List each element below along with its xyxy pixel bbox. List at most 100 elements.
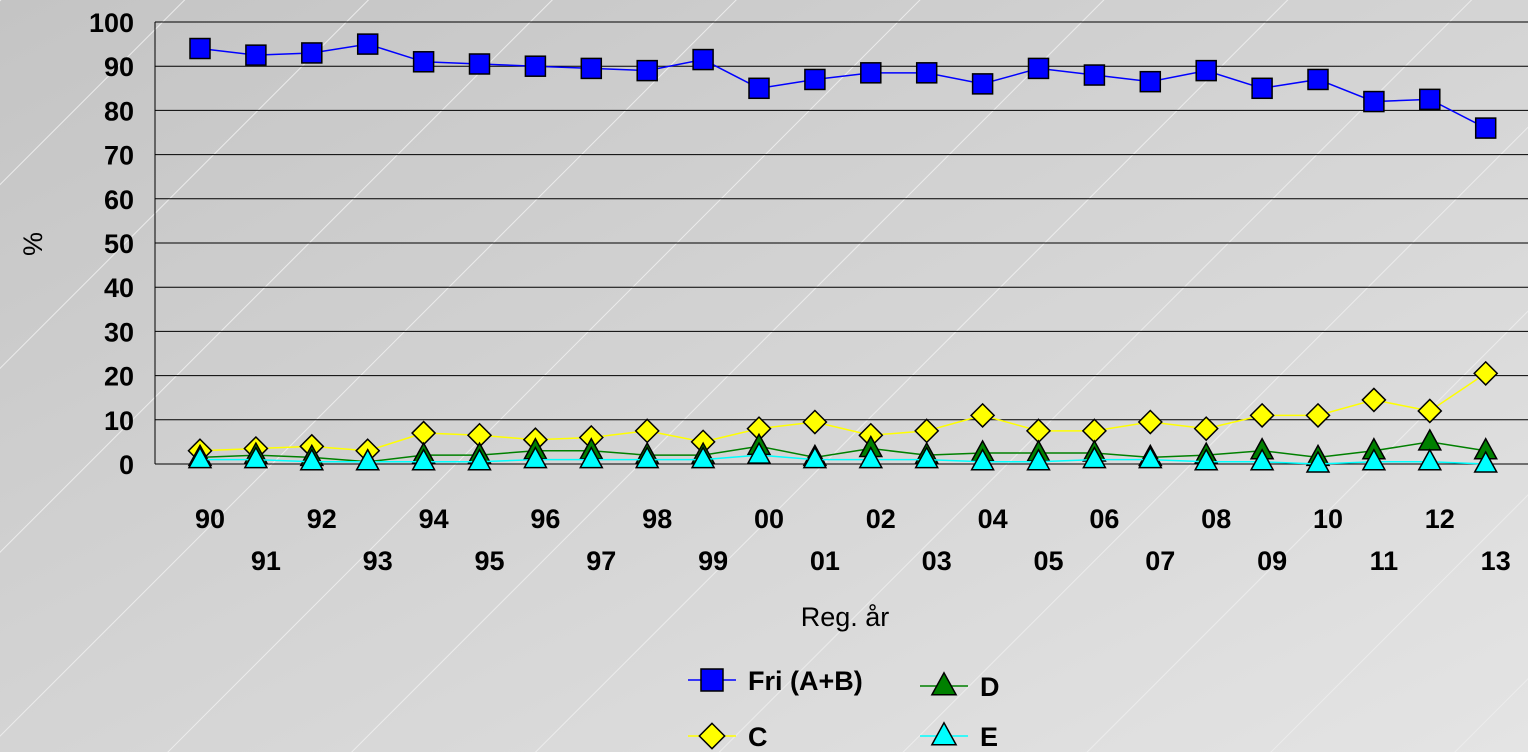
data-point [804,68,826,91]
data-point [634,446,660,469]
data-point [858,446,884,469]
legend-item: D [920,671,1000,702]
data-point [412,51,435,73]
data-point [301,42,323,64]
data-point [1137,409,1163,435]
x-tick-label: 94 [419,504,449,534]
series-group [187,33,1499,473]
data-point [1307,68,1329,91]
x-tick-label: 93 [363,546,393,576]
y-tick-label: 0 [119,450,134,480]
x-axis-title: Reg. år [801,602,890,632]
data-point [692,48,714,71]
x-tick-label: 08 [1201,504,1231,534]
data-point [1305,402,1331,428]
legend: Fri (A+B) C DE [688,666,1000,752]
x-tick-label: 13 [1481,546,1511,576]
data-point [523,446,548,469]
x-tick-label: 05 [1033,546,1063,576]
data-point [580,57,603,80]
legend-marker [930,671,958,696]
y-tick-label: 40 [104,273,134,303]
data-point [467,448,492,471]
x-tick-label: 92 [307,504,337,534]
data-point [971,73,994,95]
data-point [1193,448,1219,471]
data-point [970,402,996,428]
data-point [1193,416,1219,442]
y-tick-label: 100 [89,8,134,38]
data-point [187,446,213,469]
data-point [636,59,658,82]
legend-item: C [688,722,768,752]
legend-marker [698,722,726,750]
x-tick-label: 04 [978,504,1008,534]
legend-label: Fri (A+B) [748,666,863,696]
data-point [690,446,716,469]
data-point [746,441,772,464]
y-axis-title: % [18,232,48,256]
x-axis-ticks: 90 91 92 93 94 95 96 97 98 99 00 01 02 03 04 05 06 07 08 09… [195,504,1511,576]
x-tick-label: 91 [251,546,281,576]
y-tick-label: 20 [104,362,134,392]
x-tick-label: 96 [530,504,560,534]
data-point [1139,70,1162,93]
data-point [1361,448,1387,471]
x-tick-label: 97 [586,546,616,576]
x-tick-label: 02 [866,504,896,534]
series-line [199,441,1486,463]
data-point [1195,59,1217,82]
x-tick-label: 99 [698,546,728,576]
series-1 [189,33,1497,139]
data-point [524,55,547,77]
data-point [243,446,269,469]
data-point [299,448,325,471]
data-point [748,77,770,100]
y-tick-label: 10 [104,406,134,436]
data-point [1363,90,1385,113]
series-line [200,454,1486,465]
legend-label: C [748,722,768,752]
y-tick-label: 90 [104,52,134,82]
data-point [1026,448,1051,471]
data-point [1419,88,1441,111]
y-tick-label: 30 [104,317,134,347]
data-point [1251,77,1273,100]
y-axis-ticks: 0 10 20 30 40 50 60 70 80 90 100 [89,8,134,480]
legend-label: E [980,722,998,752]
x-tick-label: 01 [810,546,840,576]
data-point [355,448,380,471]
data-point [1305,450,1331,473]
data-point [1249,402,1275,428]
data-point [245,44,267,66]
x-tick-label: 12 [1425,504,1455,534]
y-tick-label: 70 [104,141,134,171]
legend-marker [930,721,958,746]
data-point [1249,448,1275,471]
series-4 [187,441,1498,473]
x-tick-label: 09 [1257,546,1287,576]
data-point [1083,64,1106,86]
x-tick-label: 07 [1145,546,1175,576]
x-tick-label: 00 [754,504,784,534]
x-tick-label: 06 [1089,504,1119,534]
x-tick-label: 95 [474,546,504,576]
gridlines [154,21,1528,465]
data-point [1473,360,1499,386]
data-point [860,62,882,84]
data-point [411,448,436,471]
y-tick-label: 60 [104,185,134,215]
data-point [970,448,995,471]
data-point [914,446,939,469]
data-point [802,409,828,435]
data-point [1027,57,1050,80]
data-point [1474,117,1497,139]
legend-item: E [920,721,998,752]
y-tick-label: 80 [104,96,134,126]
data-point [1138,446,1163,469]
data-point [1417,448,1443,471]
x-tick-label: 90 [195,504,225,534]
x-tick-label: 03 [922,546,952,576]
data-point [1082,446,1107,469]
